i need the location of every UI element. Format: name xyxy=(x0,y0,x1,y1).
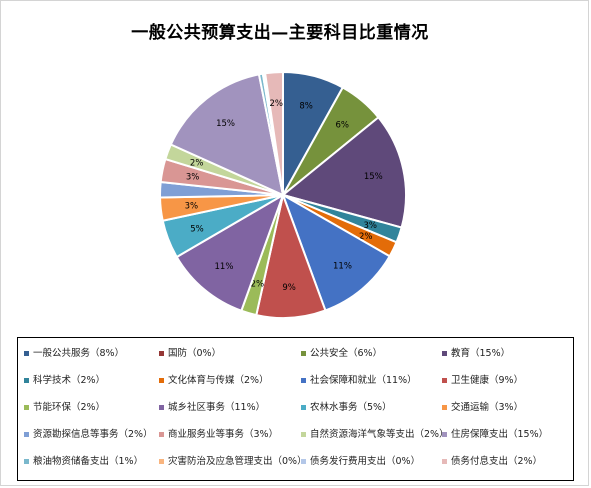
slice-label-3: 15% xyxy=(364,172,383,182)
legend-item-17: 灾害防治及应急管理支出（0%） xyxy=(159,454,307,470)
legend-label: 公共安全（6%） xyxy=(310,348,383,359)
slice-label-5: 2% xyxy=(359,232,373,242)
legend-swatch xyxy=(24,431,29,437)
slice-label-7: 9% xyxy=(282,283,296,293)
pie-slice-3 xyxy=(280,115,407,229)
pie-chart: 8%6%15%3%2%11%9%2%11%5%3%3%2%15%2% xyxy=(159,70,407,319)
slice-label-19: 2% xyxy=(270,99,284,109)
legend-label: 国防（0%） xyxy=(168,348,222,359)
legend-label: 粮油物资储备支出（1%） xyxy=(33,456,144,467)
legend-swatch xyxy=(442,350,447,356)
legend-label: 卫生健康（9%） xyxy=(451,375,524,386)
legend-item-4: 科学技术（2%） xyxy=(24,373,105,389)
legend-item-12: 资源勘探信息等事务（2%） xyxy=(24,427,153,443)
slice-label-6: 11% xyxy=(333,262,352,272)
legend-label: 社会保障和就业（11%） xyxy=(310,375,417,386)
legend-label: 一般公共服务（8%） xyxy=(33,348,125,359)
legend-label: 文化体育与传媒（2%） xyxy=(168,375,269,386)
legend-item-7: 卫生健康（9%） xyxy=(442,373,523,389)
legend-item-5: 文化体育与传媒（2%） xyxy=(159,373,269,389)
legend-item-1: 国防（0%） xyxy=(159,346,221,362)
legend-item-18: 债务发行费用支出（0%） xyxy=(301,454,420,470)
legend-item-3: 教育（15%） xyxy=(442,346,510,362)
legend-swatch xyxy=(442,377,447,383)
legend-swatch xyxy=(159,431,164,437)
legend-label: 资源勘探信息等事务（2%） xyxy=(33,429,153,440)
legend-label: 教育（15%） xyxy=(451,348,511,359)
legend-swatch xyxy=(301,350,306,356)
legend-label: 自然资源海洋气象等支出（2%） xyxy=(310,429,449,440)
legend-swatch xyxy=(159,377,164,383)
legend-label: 灾害防治及应急管理支出（0%） xyxy=(168,456,307,467)
legend-swatch xyxy=(159,350,164,356)
slice-label-10: 5% xyxy=(190,224,204,234)
pie-slice-15 xyxy=(169,73,285,197)
slice-label-8: 2% xyxy=(251,280,265,290)
legend-item-15: 住房保障支出（15%） xyxy=(442,427,548,443)
legend-swatch xyxy=(24,350,29,356)
chart-legend: 一般公共服务（8%） 国防（0%） 公共安全（6%） 教育（15%） 科学技术（2%） 文… xyxy=(17,337,574,481)
slice-label-2: 6% xyxy=(335,120,349,130)
legend-item-6: 社会保障和就业（11%） xyxy=(301,373,417,389)
legend-item-16: 粮油物资储备支出（1%） xyxy=(24,454,143,470)
pie-slice-19 xyxy=(263,70,284,196)
legend-swatch xyxy=(24,404,29,410)
pie-slice-6 xyxy=(281,192,392,312)
legend-label: 债务发行费用支出（0%） xyxy=(310,456,421,467)
legend-label: 科学技术（2%） xyxy=(33,375,106,386)
slice-label-4: 3% xyxy=(363,221,377,231)
legend-label: 债务付息支出（2%） xyxy=(451,456,543,467)
legend-item-9: 城乡社区事务（11%） xyxy=(159,400,265,416)
legend-item-10: 农林水事务（5%） xyxy=(301,400,392,416)
slice-label-11: 3% xyxy=(185,202,199,212)
legend-swatch xyxy=(442,431,447,437)
legend-label: 住房保障支出（15%） xyxy=(451,429,549,440)
legend-item-2: 公共安全（6%） xyxy=(301,346,382,362)
legend-item-8: 节能环保（2%） xyxy=(24,400,105,416)
legend-label: 农林水事务（5%） xyxy=(310,402,392,413)
legend-swatch xyxy=(301,458,306,464)
legend-item-0: 一般公共服务（8%） xyxy=(24,346,124,362)
legend-label: 节能环保（2%） xyxy=(33,402,106,413)
legend-swatch xyxy=(24,458,29,464)
legend-item-19: 债务付息支出（2%） xyxy=(442,454,542,470)
legend-swatch xyxy=(301,404,306,410)
legend-item-13: 商业服务业等事务（3%） xyxy=(159,427,278,443)
slice-label-15: 15% xyxy=(216,119,235,129)
slice-label-0: 8% xyxy=(299,102,313,112)
legend-label: 商业服务业等事务（3%） xyxy=(168,429,279,440)
legend-item-11: 交通运输（3%） xyxy=(442,400,523,416)
legend-swatch xyxy=(442,458,447,464)
chart-title: 一般公共预算支出—主要科目比重情况 xyxy=(131,23,429,43)
legend-swatch xyxy=(159,458,164,464)
legend-swatch xyxy=(442,404,447,410)
legend-item-14: 自然资源海洋气象等支出（2%） xyxy=(301,427,449,443)
legend-label: 城乡社区事务（11%） xyxy=(168,402,266,413)
slice-label-13: 3% xyxy=(186,173,200,183)
legend-label: 交通运输（3%） xyxy=(451,402,524,413)
legend-swatch xyxy=(301,431,306,437)
legend-swatch xyxy=(24,377,29,383)
legend-swatch xyxy=(301,377,306,383)
legend-swatch xyxy=(159,404,164,410)
pie-slice-9 xyxy=(175,192,285,313)
slice-label-14: 2% xyxy=(190,159,204,169)
slice-label-9: 11% xyxy=(215,262,234,272)
